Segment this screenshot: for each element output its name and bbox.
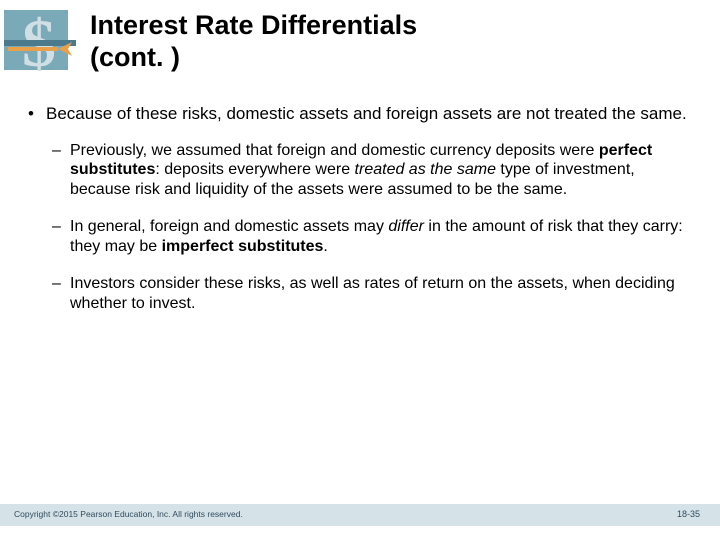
content: Because of these risks, domestic assets … — [28, 104, 692, 331]
bullet-main: Because of these risks, domestic assets … — [28, 104, 692, 125]
sub-bullet-2: In general, foreign and domestic assets … — [28, 217, 692, 256]
header: $ Interest Rate Differentials (cont. ) — [0, 10, 720, 86]
bullet-main-text: Because of these risks, domestic assets … — [46, 104, 687, 123]
copyright-text: Copyright ©2015 Pearson Education, Inc. … — [14, 509, 243, 519]
footer: Copyright ©2015 Pearson Education, Inc. … — [0, 504, 720, 526]
logo: $ — [4, 10, 76, 76]
sub-bullet-1: Previously, we assumed that foreign and … — [28, 141, 692, 200]
slide-title: Interest Rate Differentials (cont. ) — [90, 10, 417, 74]
title-line-2: (cont. ) — [90, 42, 180, 72]
title-line-1: Interest Rate Differentials — [90, 10, 417, 40]
sub-bullet-3: Investors consider these risks, as well … — [28, 274, 692, 313]
page-number: 18-35 — [677, 509, 700, 519]
slide: $ Interest Rate Differentials (cont. ) B… — [0, 0, 720, 540]
